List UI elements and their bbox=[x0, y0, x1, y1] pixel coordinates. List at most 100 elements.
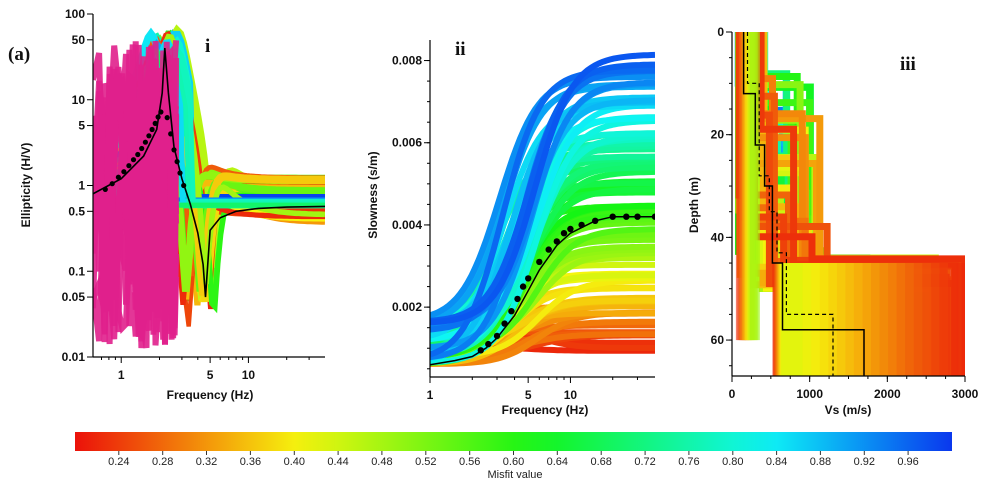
observed-point bbox=[592, 217, 599, 224]
reference-profile bbox=[746, 32, 834, 376]
x-tick-label: 1000 bbox=[796, 387, 823, 401]
observed-point bbox=[651, 213, 655, 220]
observed-point bbox=[536, 258, 543, 266]
y-tick-label: 0.05 bbox=[62, 290, 86, 304]
colorbar-tick-label: 0.80 bbox=[722, 456, 743, 468]
y-tick-label: 60 bbox=[711, 333, 725, 347]
colorbar-tick-label: 0.44 bbox=[327, 456, 348, 468]
x-tick-label: 5 bbox=[207, 368, 214, 382]
colorbar-tick-label: 0.52 bbox=[415, 456, 436, 468]
y-tick-label: 5 bbox=[78, 119, 85, 133]
colorbar-tick-label: 0.88 bbox=[810, 456, 831, 468]
ellipticity-y-axis-label: Ellipticity (H/V) bbox=[19, 143, 33, 228]
slowness-model-curves bbox=[430, 51, 655, 367]
colorbar-tick-label: 0.28 bbox=[152, 456, 173, 468]
observed-point bbox=[149, 126, 155, 133]
colorbar-tick-label: 0.48 bbox=[371, 456, 392, 468]
observed-point bbox=[634, 213, 641, 220]
x-tick-label: 1 bbox=[118, 368, 125, 382]
y-tick-label: 0.002 bbox=[392, 300, 422, 314]
colorbar-tick-label: 0.56 bbox=[459, 456, 480, 468]
observed-point bbox=[115, 174, 121, 180]
observed-point bbox=[135, 151, 141, 158]
observed-point bbox=[130, 157, 137, 163]
velocity-model-profiles bbox=[734, 32, 965, 376]
model-curve bbox=[430, 67, 655, 358]
observed-point bbox=[152, 120, 158, 126]
observed-point bbox=[519, 283, 527, 290]
y-tick-label: 0.006 bbox=[392, 136, 422, 150]
best-fit-line bbox=[93, 48, 325, 298]
observed-point bbox=[623, 213, 630, 220]
observed-point bbox=[174, 159, 180, 165]
colorbar-tick-label: 0.60 bbox=[503, 456, 524, 468]
y-tick-label: 40 bbox=[711, 230, 725, 244]
observed-point bbox=[171, 147, 177, 153]
colorbar-label: Misfit value bbox=[487, 469, 542, 481]
halfspace-band bbox=[781, 263, 803, 376]
ellipticity-x-axis-label: Frequency (Hz) bbox=[167, 388, 254, 402]
colorbar-tick-label: 0.92 bbox=[854, 456, 875, 468]
observed-point bbox=[102, 186, 108, 192]
observed-point bbox=[126, 163, 132, 169]
y-tick-label: 50 bbox=[72, 33, 86, 47]
panel-letter-ii: ii bbox=[455, 39, 466, 60]
y-tick-label: 0.1 bbox=[68, 264, 85, 278]
observed-point bbox=[545, 246, 552, 253]
slowness-axes: 1 5 10 0.002 0.004 0.006 0.008 bbox=[392, 40, 655, 402]
best-fit-profile bbox=[742, 32, 865, 376]
panel-slowness: 1 5 10 0.002 0.004 0.006 0.008 ii Frequency (H… bbox=[366, 39, 655, 417]
ellipticity-axes: 1 5 10 0.01 0.05 0.1 0.5 1 5 10 50 100 bbox=[62, 7, 325, 382]
observed-point bbox=[139, 145, 145, 152]
panel-letter-iii: iii bbox=[900, 54, 916, 75]
y-tick-label: 0.008 bbox=[392, 54, 422, 68]
observed-point bbox=[477, 347, 484, 354]
observed-point bbox=[121, 169, 127, 175]
colorbar-tick-label: 0.64 bbox=[547, 456, 568, 468]
y-tick-label: 20 bbox=[711, 128, 725, 142]
x-tick-label: 3000 bbox=[952, 387, 979, 401]
colorbar-gradient bbox=[75, 432, 952, 451]
model-curve bbox=[430, 118, 655, 366]
observed-point bbox=[155, 114, 161, 120]
figure-label: (a) bbox=[8, 44, 30, 65]
observed-point bbox=[525, 275, 532, 282]
colorbar-tick-label: 0.96 bbox=[897, 456, 918, 468]
ellipticity-model-curves bbox=[93, 24, 325, 349]
slowness-x-axis-label: Frequency (Hz) bbox=[502, 403, 589, 417]
observed-point bbox=[164, 115, 170, 121]
model-curve bbox=[430, 61, 655, 324]
colorbar-tick-label: 0.40 bbox=[284, 456, 305, 468]
slowness-y-axis-label: Slowness (s/m) bbox=[366, 151, 380, 238]
colorbar-tick-label: 0.76 bbox=[678, 456, 699, 468]
panel-velocity-profile: 0 1000 2000 3000 0 20 40 60 iii Vs (m/s) Depth … bbox=[687, 25, 979, 417]
observed-point bbox=[181, 182, 187, 189]
velocity-y-axis-label: Depth (m) bbox=[687, 177, 701, 233]
x-tick-label: 2000 bbox=[874, 387, 901, 401]
outlier-curve bbox=[93, 66, 180, 349]
observed-point bbox=[553, 238, 560, 245]
x-tick-label: 1 bbox=[427, 388, 434, 402]
observed-point bbox=[501, 320, 508, 327]
velocity-x-axis-label: Vs (m/s) bbox=[825, 403, 872, 417]
misfit-colorbar: 0.24 0.28 0.32 0.36 0.40 0.44 0.48 0.52 0.56 0.60… bbox=[75, 432, 952, 481]
observed-point bbox=[560, 230, 568, 237]
y-tick-label: 100 bbox=[65, 7, 85, 21]
model-curve bbox=[430, 51, 655, 326]
colorbar-ticks: 0.24 0.28 0.32 0.36 0.40 0.44 0.48 0.52 0.56 0.60… bbox=[108, 451, 919, 468]
x-tick-label: 10 bbox=[564, 388, 578, 402]
observed-point bbox=[567, 225, 574, 233]
x-tick-label: 10 bbox=[242, 368, 256, 382]
velocity-axes: 0 1000 2000 3000 0 20 40 60 bbox=[711, 25, 979, 401]
x-tick-label: 0 bbox=[729, 387, 736, 401]
y-tick-label: 10 bbox=[72, 93, 86, 107]
colorbar-tick-label: 0.68 bbox=[590, 456, 611, 468]
observed-point bbox=[109, 181, 115, 187]
near-surface-band bbox=[749, 32, 760, 341]
observed-point bbox=[609, 213, 616, 220]
y-tick-label: 0.5 bbox=[68, 204, 85, 218]
colorbar-tick-label: 0.72 bbox=[634, 456, 655, 468]
y-tick-label: 0.004 bbox=[392, 218, 422, 232]
panel-ellipticity: 1 5 10 0.01 0.05 0.1 0.5 1 5 10 50 100 i Frequency … bbox=[19, 7, 325, 402]
